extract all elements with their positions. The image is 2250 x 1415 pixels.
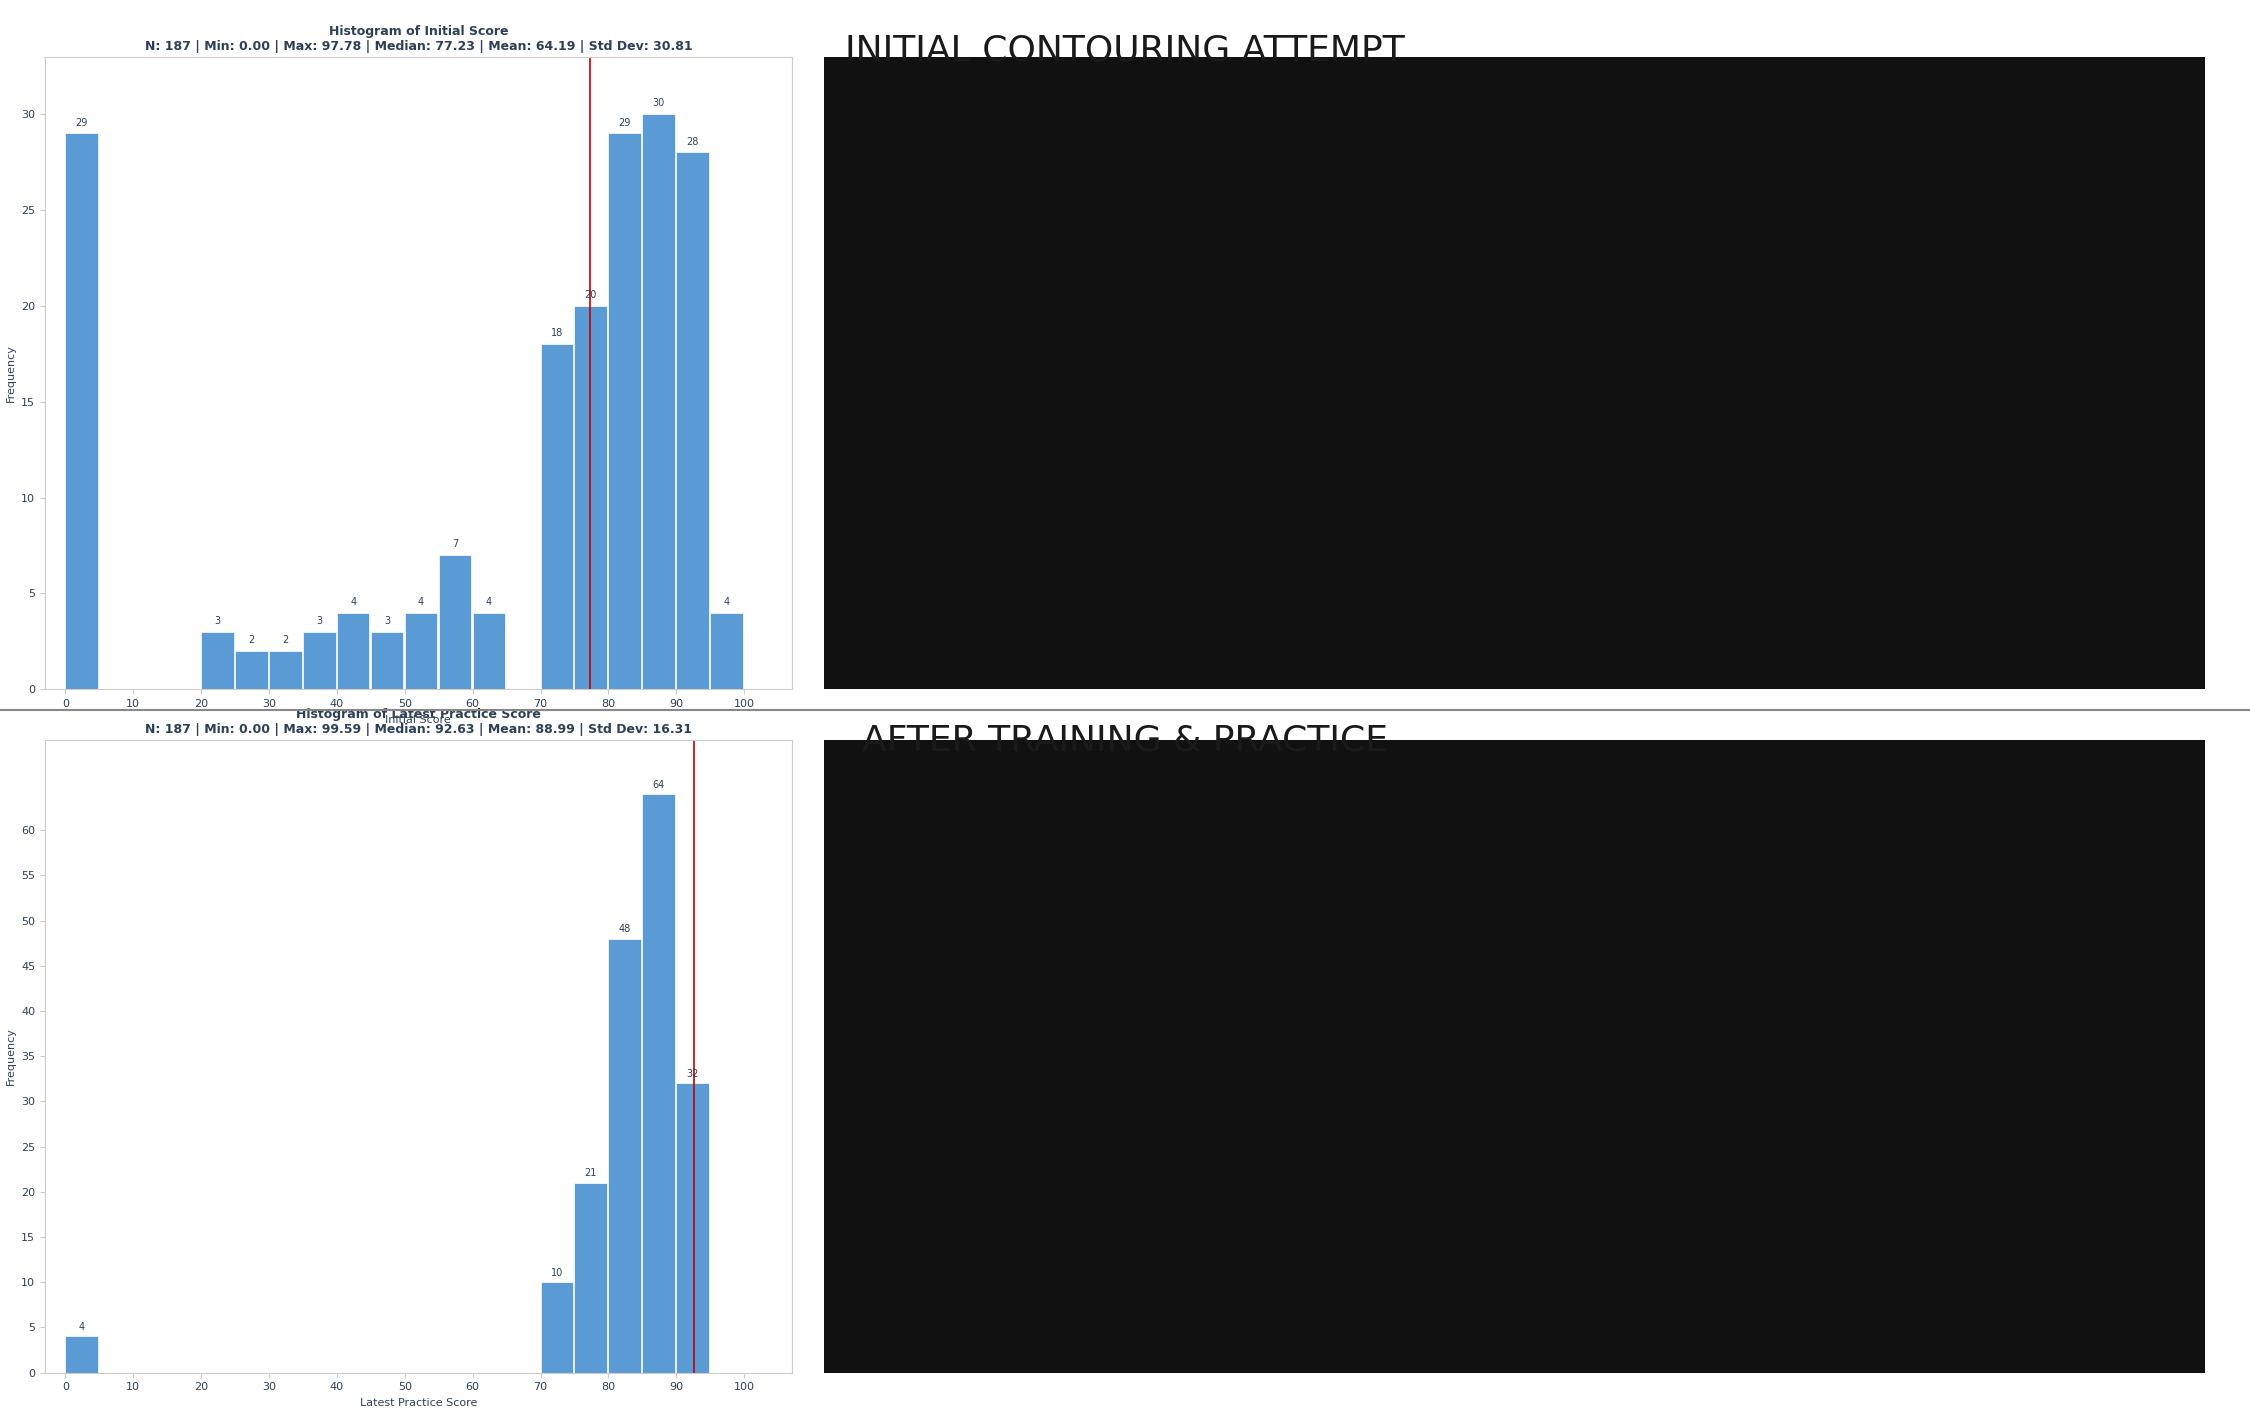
Text: 64: 64 xyxy=(652,780,664,790)
Y-axis label: Frequency: Frequency xyxy=(4,344,16,402)
Bar xyxy=(608,133,641,689)
Bar xyxy=(304,631,335,689)
Bar xyxy=(677,1084,709,1373)
Text: 32: 32 xyxy=(686,1068,700,1078)
Bar xyxy=(439,555,470,689)
Text: 2: 2 xyxy=(248,635,254,645)
Text: 20: 20 xyxy=(585,290,596,300)
Bar xyxy=(574,306,608,689)
Text: 4: 4 xyxy=(351,597,356,607)
Bar xyxy=(711,613,742,689)
Text: 29: 29 xyxy=(76,117,88,127)
Text: 18: 18 xyxy=(551,328,562,338)
Text: 3: 3 xyxy=(385,616,389,625)
Text: 4: 4 xyxy=(418,597,423,607)
Text: 2: 2 xyxy=(281,635,288,645)
Bar xyxy=(641,115,675,689)
Text: AFTER TRAINING & PRACTICE: AFTER TRAINING & PRACTICE xyxy=(862,723,1388,757)
Bar xyxy=(338,613,369,689)
Bar xyxy=(677,153,709,689)
Bar xyxy=(608,938,641,1373)
Bar xyxy=(65,1336,99,1373)
Bar xyxy=(641,794,675,1373)
Bar xyxy=(472,613,506,689)
Text: 7: 7 xyxy=(452,539,459,549)
Bar xyxy=(405,613,436,689)
X-axis label: Latest Practice Score: Latest Practice Score xyxy=(360,1398,477,1408)
Bar xyxy=(234,651,268,689)
X-axis label: Initial Score: Initial Score xyxy=(385,715,452,724)
Text: 30: 30 xyxy=(652,99,664,109)
Title: Histogram of Latest Practice Score
N: 187 | Min: 0.00 | Max: 99.59 | Median: 92.: Histogram of Latest Practice Score N: 18… xyxy=(144,708,691,736)
Bar xyxy=(574,1183,608,1373)
Bar xyxy=(371,631,403,689)
Text: INITIAL CONTOURING ATTEMPT: INITIAL CONTOURING ATTEMPT xyxy=(846,34,1404,68)
Text: 4: 4 xyxy=(486,597,493,607)
Y-axis label: Frequency: Frequency xyxy=(4,1027,16,1085)
Text: 28: 28 xyxy=(686,137,700,147)
Bar xyxy=(65,133,99,689)
Bar xyxy=(540,344,574,689)
Bar xyxy=(200,631,234,689)
Text: 4: 4 xyxy=(724,597,729,607)
Text: 21: 21 xyxy=(585,1169,596,1179)
Text: 29: 29 xyxy=(619,117,630,127)
Text: 3: 3 xyxy=(214,616,220,625)
Bar xyxy=(270,651,302,689)
Text: 3: 3 xyxy=(317,616,322,625)
Text: 4: 4 xyxy=(79,1322,86,1332)
Bar xyxy=(540,1282,574,1373)
Title: Histogram of Initial Score
N: 187 | Min: 0.00 | Max: 97.78 | Median: 77.23 | Mea: Histogram of Initial Score N: 187 | Min:… xyxy=(144,24,693,52)
Text: 10: 10 xyxy=(551,1268,562,1278)
Text: 48: 48 xyxy=(619,924,630,934)
